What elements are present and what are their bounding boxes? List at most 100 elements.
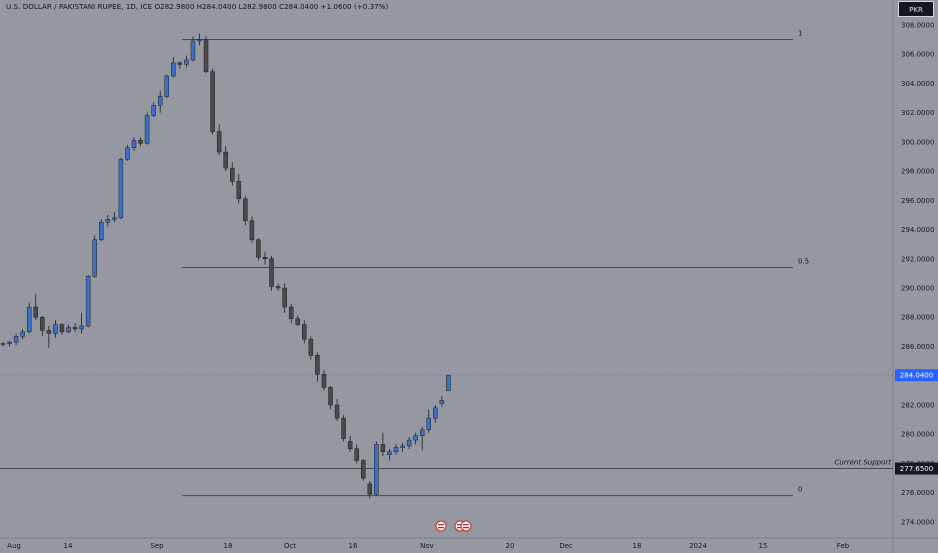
candle-body [269, 258, 274, 287]
y-tick-label: 274.0000 [901, 518, 934, 526]
y-tick-label: 300.0000 [901, 138, 934, 146]
candle-body [367, 483, 373, 495]
candle-body [295, 318, 300, 325]
x-tick-label: 2024 [689, 542, 707, 550]
x-tick-label: 18 [224, 542, 233, 550]
candle-body [387, 451, 392, 455]
x-tick-label: Feb [837, 542, 850, 550]
candle-body [361, 460, 366, 479]
x-tick-label: Nov [420, 542, 434, 550]
support-price-label: 277.6500 [900, 465, 933, 473]
x-tick-label: Sep [150, 542, 164, 550]
candle-body [308, 338, 314, 356]
us-flag-stripe-icon [438, 524, 444, 526]
last-price-badge [895, 369, 938, 382]
y-tick-label: 298.0000 [901, 168, 934, 176]
y-tick-label: 292.0000 [901, 255, 934, 263]
candle-body [105, 219, 111, 223]
us-flag-stripe-icon [438, 527, 444, 529]
candle-body [328, 387, 333, 406]
candle-body [243, 198, 248, 222]
candle-body [282, 287, 287, 308]
candle-body [138, 140, 143, 144]
candle-body [85, 276, 91, 327]
candle-body [419, 429, 425, 436]
candle-body [203, 39, 209, 72]
candle-body [439, 400, 445, 404]
candle-body [288, 306, 294, 319]
candle-body [249, 220, 255, 241]
x-tick-label: Dec [559, 542, 573, 550]
symbol-legend: U.S. DOLLAR / PAKISTANI RUPEE, 1D, ICE O… [6, 3, 389, 11]
candle-body [13, 336, 19, 343]
candle-body [400, 445, 405, 448]
x-tick-label: 18 [633, 542, 642, 550]
candle-body [79, 325, 84, 330]
candle-body [151, 105, 156, 116]
us-flag-stripe-icon [463, 527, 469, 529]
candle-body [131, 140, 137, 148]
candle-body [334, 404, 340, 419]
candle-body [256, 239, 261, 258]
candle-body [315, 355, 320, 375]
candle-body [230, 167, 235, 182]
candle-body [433, 407, 438, 419]
candle-body [118, 159, 124, 219]
candle-body [210, 71, 215, 132]
x-tick-label: Aug [7, 542, 21, 550]
candle-body [380, 444, 386, 452]
candle-body [171, 62, 176, 77]
us-flag-stripe-icon [457, 524, 463, 526]
us-flag-event-icon [460, 520, 472, 532]
fib-level-label: 0 [798, 486, 802, 494]
x-tick-label: 20 [506, 542, 515, 550]
y-tick-label: 288.0000 [901, 314, 934, 322]
candle-body [347, 441, 353, 450]
candle-body [354, 448, 359, 461]
y-tick-label: 308.0000 [901, 21, 934, 29]
candle-body [302, 324, 307, 340]
support-label: Current Support [835, 459, 892, 467]
candle-body [262, 257, 268, 260]
candle-body [112, 217, 117, 220]
candle-body [26, 306, 32, 333]
candle-body [92, 239, 97, 277]
candle-body [157, 96, 163, 106]
candle-body [40, 316, 45, 331]
y-tick-label: 276.0000 [901, 489, 934, 497]
candle-body [46, 330, 52, 334]
us-flag-stripe-icon [457, 527, 463, 529]
x-tick-label: 14 [64, 542, 73, 550]
candle-body [413, 435, 418, 441]
candle-body [20, 331, 25, 337]
y-tick-label: 302.0000 [901, 109, 934, 117]
y-tick-label: 290.0000 [901, 285, 934, 293]
y-tick-label: 304.0000 [901, 80, 934, 88]
x-tick-label: Oct [284, 542, 296, 550]
candle-body [216, 131, 222, 153]
candle-body [446, 374, 451, 391]
y-tick-label: 280.0000 [901, 431, 934, 439]
currency-button[interactable]: PKR [898, 1, 934, 17]
x-tick-label: 15 [759, 542, 768, 550]
x-tick-label: 16 [349, 542, 358, 550]
candle-body [33, 306, 38, 318]
candle-body [223, 151, 228, 169]
candle-body [177, 62, 183, 65]
candle-body [197, 39, 202, 42]
candle-body [66, 327, 71, 333]
candle-body [275, 286, 281, 289]
candle-body [393, 447, 399, 452]
candle-body [426, 417, 431, 431]
candle-body [7, 341, 12, 344]
candle-body [125, 147, 130, 160]
candle-body [190, 40, 196, 61]
fib-level-label: 1 [798, 29, 802, 37]
candle-body [406, 439, 412, 447]
y-tick-label: 282.0000 [901, 401, 934, 409]
candle-body [184, 59, 189, 65]
fib-level-label: 0.5 [798, 258, 809, 266]
y-tick-label: 286.0000 [901, 343, 934, 351]
candle-body [374, 444, 379, 495]
